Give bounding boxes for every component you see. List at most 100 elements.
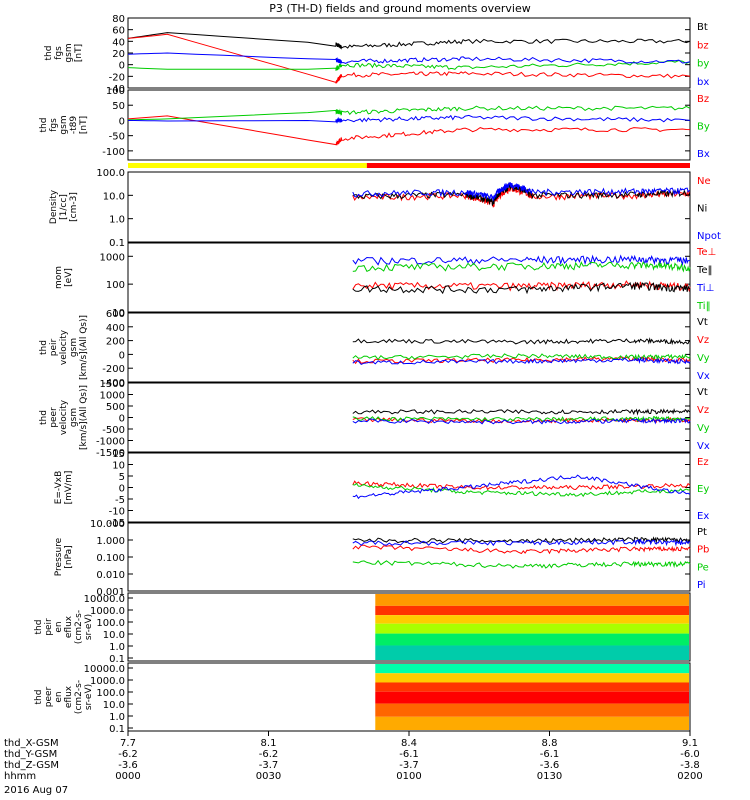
ylabel-line: eflux — [64, 685, 74, 708]
panel-ylabel: thdpeirvelocitygsm[km/s](All Qs)] — [39, 315, 89, 380]
legend-entry: Pi — [697, 580, 706, 591]
legend-entry: Vx — [697, 441, 710, 452]
series-bx — [127, 52, 691, 65]
heatmap-band — [375, 691, 689, 704]
ytick-label: 0 — [119, 61, 125, 72]
ytick-label: 0.001 — [96, 587, 125, 598]
legend-entry: by — [697, 59, 709, 70]
xtick-label: -6.2 — [118, 749, 138, 760]
ylabel-line: mom — [54, 266, 64, 289]
ylabel-line: [1/cc] — [59, 194, 69, 220]
legend-entry: Pt — [697, 527, 707, 538]
series-Ey — [352, 482, 691, 498]
ytick-label: 100 — [106, 86, 125, 97]
ytick-label: 100.0 — [96, 168, 125, 179]
panel-frame — [127, 592, 691, 662]
ytick-label: 600 — [106, 309, 125, 320]
ytick-label: 500 — [106, 402, 125, 413]
panel-ylabel: Density[1/cc][cm-3] — [49, 189, 79, 224]
legend-entry: bz — [697, 40, 709, 51]
ytick-label: 10000.0 — [84, 664, 125, 675]
legend-entry: Ey — [697, 484, 709, 495]
ytick-label: 10000.0 — [84, 594, 125, 605]
ytick-label: 100.0 — [96, 618, 125, 629]
legend-entry: Vt — [697, 317, 708, 328]
status-bar — [128, 163, 690, 168]
legend-entry: Pe — [697, 562, 709, 573]
time-date: 2016 Aug 07 — [4, 785, 68, 796]
ytick-label: 0 — [119, 414, 125, 425]
panel-frame — [127, 89, 691, 161]
legend-entry: Vy — [697, 353, 710, 364]
legend-entry: Bz — [697, 94, 709, 105]
legend-entry: Ez — [697, 457, 709, 468]
series-Vz — [352, 355, 691, 365]
xtick-label: -3.8 — [680, 760, 700, 771]
ytick-label: 10.000 — [90, 519, 125, 530]
ytick-label: 1.0 — [109, 712, 125, 723]
heatmap-band — [375, 605, 689, 616]
ylabel-line: [km/s](All Qs)] — [79, 315, 89, 380]
panel-peir-eflux: thdpeireneflux(cm2-s-sr-eV) 10000.01000.0… — [34, 592, 691, 665]
ytick-label: -1500 — [96, 448, 125, 459]
series-Vy — [352, 415, 691, 423]
legend-entry: Te‖ — [696, 265, 713, 276]
heatmap-band — [375, 703, 689, 717]
xtick-label: -6.1 — [540, 749, 560, 760]
series-Pe — [352, 559, 691, 569]
ytick-label: 1000 — [100, 252, 125, 263]
ytick-label: 20 — [112, 49, 125, 60]
xtick-label: -3.7 — [259, 760, 279, 771]
ytick-label: 1000 — [100, 391, 125, 402]
ytick-label: -20 — [109, 72, 125, 83]
panel-fgs-t89: thdfgsgsm-t89[nT] -100 -50 0 50 100 Bz By Bx — [39, 86, 710, 161]
ylabel-line: thd — [44, 46, 54, 61]
legend-entry: bx — [697, 77, 709, 88]
series-By — [127, 105, 691, 121]
ylabel-line: en — [54, 691, 64, 702]
time-row-label: thd_X-GSM — [4, 738, 59, 749]
xtick-label: 0130 — [537, 771, 562, 782]
ylabel-line: gsm — [69, 338, 79, 357]
series-Vx — [352, 417, 691, 425]
series-bz — [127, 33, 691, 84]
ytick-label: 40 — [112, 37, 125, 48]
legend-entry: Ex — [697, 511, 709, 522]
legend-entry: Te⊥ — [696, 247, 716, 258]
ytick-label: 1.000 — [96, 536, 125, 547]
series-Bt — [127, 32, 691, 50]
ylabel-line: Pressure — [54, 537, 64, 576]
heatmap-band — [375, 645, 689, 660]
ylabel-line: [nT] — [79, 116, 89, 134]
time-row-label: thd_Y-GSM — [4, 749, 57, 760]
ytick-label: -40 — [109, 84, 125, 95]
panel-frame — [127, 452, 691, 523]
series-Npot — [352, 181, 690, 202]
ylabel-line: (cm2-s- — [74, 610, 84, 644]
ytick-label: -50 — [109, 132, 125, 143]
ylabel-line: en — [54, 621, 64, 632]
ytick-label: -10 — [109, 507, 125, 518]
legend-entry: Bx — [697, 149, 710, 160]
ylabel-line: [nPa] — [64, 545, 74, 568]
series-Vy — [352, 353, 691, 361]
series-Bx — [127, 114, 691, 124]
panel-frame — [127, 242, 691, 313]
legend-entry: Ti⊥ — [696, 283, 714, 294]
legend-entry: Bt — [697, 22, 708, 33]
panel-ylabel: Pressure[nPa] — [54, 537, 74, 576]
series-Te‖ — [352, 281, 691, 295]
xtick-label: 7.7 — [120, 738, 136, 749]
xtick-label: 0000 — [115, 771, 140, 782]
ylabel-line: peer — [49, 407, 59, 428]
ylabel-line: velocity — [59, 329, 69, 365]
series-Pt — [352, 536, 691, 544]
series-by — [127, 59, 691, 71]
ytick-label: -200 — [102, 364, 125, 375]
ylabel-line: -t89 — [69, 116, 79, 135]
ylabel-line: [mV/m] — [64, 471, 74, 505]
ytick-label: -100 — [102, 147, 125, 158]
legend-entry: Vt — [697, 387, 708, 398]
panels: thdfgsgsm[nT]-40-20020406080Btbzbybxthdf… — [34, 14, 721, 735]
